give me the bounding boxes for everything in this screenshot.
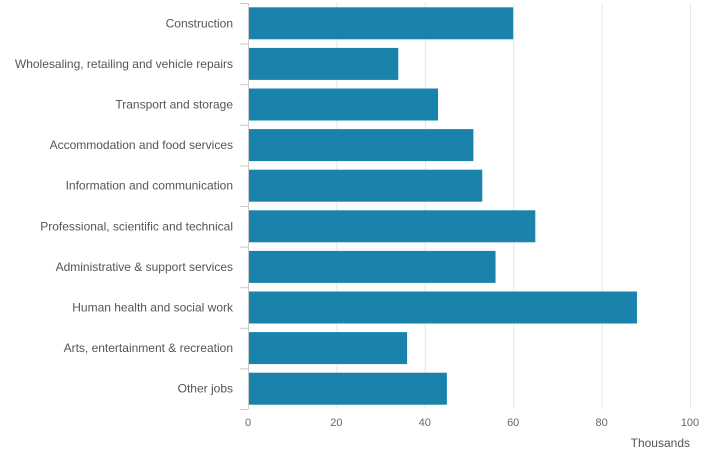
category-label: Administrative & support services bbox=[56, 260, 233, 274]
bar bbox=[249, 7, 514, 40]
x-axis-title: Thousands bbox=[631, 436, 690, 450]
bar bbox=[249, 372, 447, 405]
bar bbox=[249, 169, 483, 202]
category-label: Wholesaling, retailing and vehicle repai… bbox=[15, 57, 233, 71]
category-label: Information and communication bbox=[66, 179, 233, 193]
bar bbox=[249, 47, 399, 80]
bar bbox=[249, 88, 439, 121]
category-labels: Construction Wholesaling, retailing and v… bbox=[15, 16, 234, 395]
category-label: Other jobs bbox=[178, 382, 233, 396]
x-tick-label: 0 bbox=[245, 417, 251, 429]
x-tick-label: 100 bbox=[681, 417, 699, 429]
bar bbox=[249, 210, 536, 243]
bar bbox=[249, 250, 496, 283]
x-tick-label: 80 bbox=[595, 417, 607, 429]
category-label: Arts, entertainment & recreation bbox=[64, 341, 233, 355]
bars bbox=[249, 7, 637, 405]
category-label: Construction bbox=[166, 16, 233, 30]
x-tick-label: 60 bbox=[507, 417, 519, 429]
x-tick-labels: 0 20 40 60 80 100 bbox=[245, 417, 699, 429]
x-tick-label: 40 bbox=[419, 417, 431, 429]
bar bbox=[249, 129, 474, 162]
category-label: Professional, scientific and technical bbox=[40, 219, 233, 233]
bar bbox=[249, 291, 637, 324]
x-tick-label: 20 bbox=[330, 417, 342, 429]
category-label: Human health and social work bbox=[72, 301, 234, 315]
category-label: Accommodation and food services bbox=[50, 138, 233, 152]
category-label: Transport and storage bbox=[115, 98, 233, 112]
bar bbox=[249, 332, 408, 365]
gridlines bbox=[240, 3, 691, 410]
